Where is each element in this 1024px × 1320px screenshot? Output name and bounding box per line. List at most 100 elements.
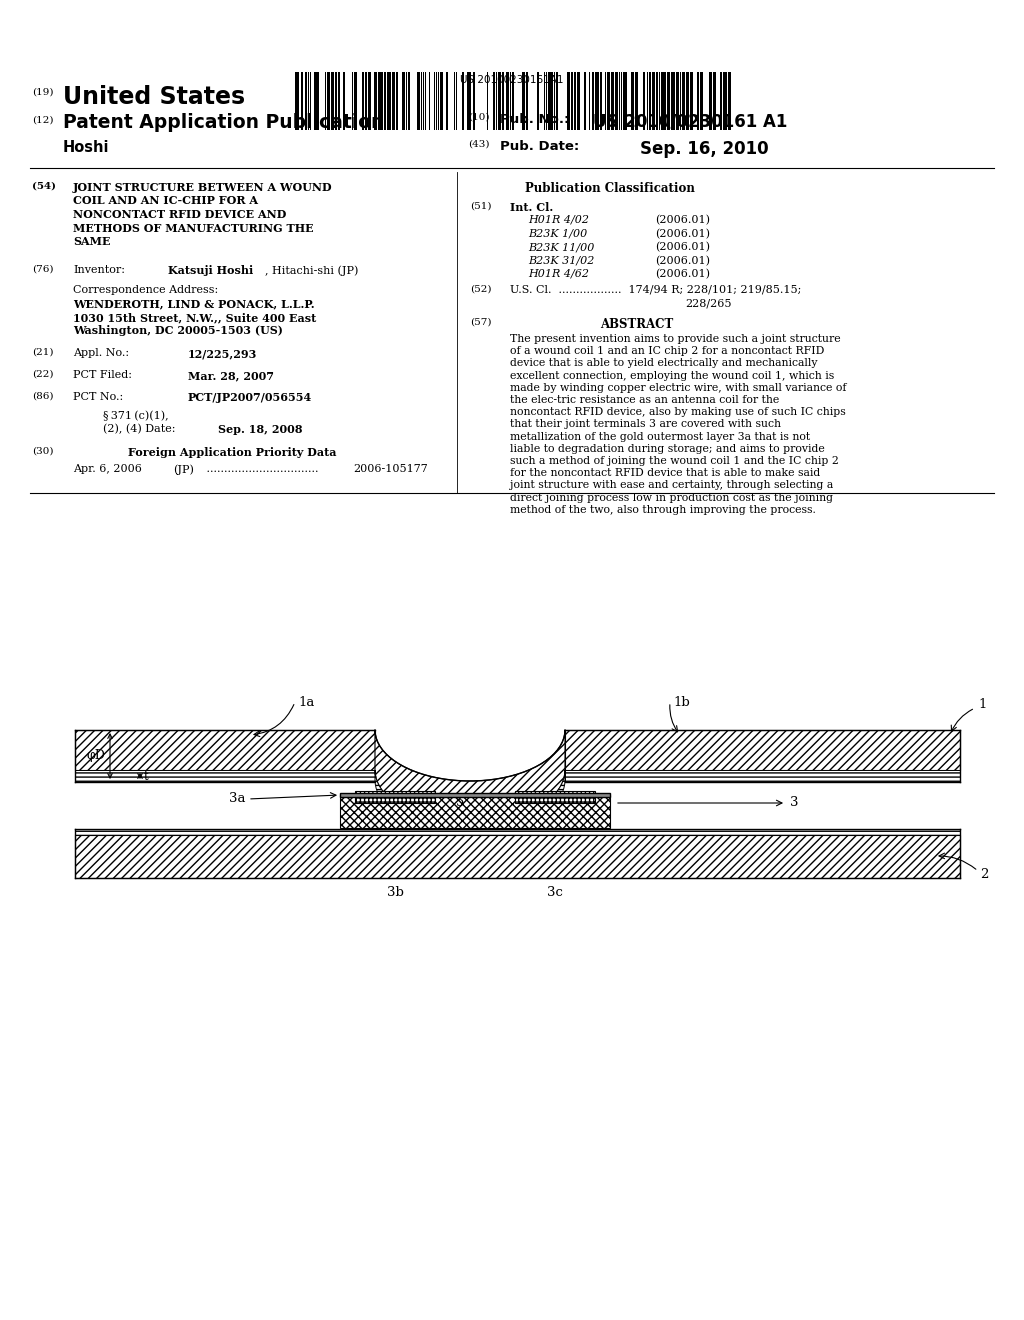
Text: Pub. No.:: Pub. No.: — [500, 114, 569, 125]
Bar — [387, 73, 389, 129]
Text: metallization of the gold outermost layer 3a that is not: metallization of the gold outermost laye… — [510, 432, 810, 442]
Text: (54): (54) — [32, 182, 56, 191]
Bar — [687, 73, 689, 129]
Bar — [512, 73, 514, 129]
Text: ................................: ................................ — [203, 465, 318, 474]
Text: 5: 5 — [456, 796, 464, 808]
Bar — [408, 73, 410, 129]
Bar — [305, 73, 307, 129]
Bar — [403, 73, 406, 129]
Text: for the noncontact RFID device that is able to make said: for the noncontact RFID device that is a… — [510, 469, 820, 478]
Text: Int. Cl.: Int. Cl. — [510, 202, 553, 213]
Text: B23K 11/00: B23K 11/00 — [528, 242, 594, 252]
Bar — [607, 73, 610, 129]
Bar — [682, 73, 685, 129]
Text: (2006.01): (2006.01) — [655, 242, 710, 252]
Bar — [362, 73, 364, 129]
Bar — [643, 73, 645, 129]
Text: (19): (19) — [32, 88, 53, 96]
Bar — [577, 73, 580, 129]
Polygon shape — [565, 770, 961, 781]
Text: made by winding copper electric wire, with small variance of: made by winding copper electric wire, wi… — [510, 383, 847, 393]
Text: 1a: 1a — [298, 696, 314, 709]
Bar — [615, 73, 618, 129]
Text: H01R 4/02: H01R 4/02 — [528, 215, 589, 224]
Text: H01R 4/62: H01R 4/62 — [528, 269, 589, 279]
Text: (22): (22) — [32, 370, 53, 379]
Bar — [548, 73, 551, 129]
Text: of a wound coil 1 and an IC chip 2 for a noncontact RFID: of a wound coil 1 and an IC chip 2 for a… — [510, 346, 824, 356]
Bar — [314, 73, 317, 129]
Polygon shape — [565, 730, 961, 770]
Text: (21): (21) — [32, 348, 53, 356]
Bar — [380, 73, 383, 129]
Bar — [327, 73, 330, 129]
Text: United States: United States — [63, 84, 245, 110]
Bar — [584, 73, 586, 129]
Text: 2006-105177: 2006-105177 — [353, 465, 428, 474]
Text: § 371 (c)(1),: § 371 (c)(1), — [103, 411, 169, 421]
Bar — [653, 73, 655, 129]
Bar — [631, 73, 634, 129]
Bar — [595, 73, 598, 129]
Bar — [396, 73, 398, 129]
Text: (2006.01): (2006.01) — [655, 228, 710, 239]
Text: noncontact RFID device, also by making use of such IC chips: noncontact RFID device, also by making u… — [510, 407, 846, 417]
Text: (10): (10) — [468, 114, 489, 121]
Bar — [556, 73, 558, 129]
Bar — [389, 73, 391, 129]
Polygon shape — [75, 770, 375, 781]
Polygon shape — [355, 791, 435, 803]
Text: method of the two, also through improving the process.: method of the two, also through improvin… — [510, 504, 816, 515]
Text: Hoshi: Hoshi — [63, 140, 110, 154]
Bar — [649, 73, 651, 129]
Bar — [335, 73, 337, 129]
Text: Patent Application Publication: Patent Application Publication — [63, 114, 384, 132]
Text: PCT/JP2007/056554: PCT/JP2007/056554 — [188, 392, 312, 403]
Text: (2006.01): (2006.01) — [655, 256, 710, 265]
Text: B23K 31/02: B23K 31/02 — [528, 256, 594, 265]
Bar — [526, 73, 528, 129]
Text: (2006.01): (2006.01) — [655, 269, 710, 280]
Text: Inventor:: Inventor: — [73, 265, 125, 275]
Polygon shape — [340, 793, 610, 797]
Bar — [567, 73, 570, 129]
Text: COIL AND AN IC-CHIP FOR A: COIL AND AN IC-CHIP FOR A — [73, 195, 258, 206]
Bar — [331, 73, 334, 129]
Text: METHODS OF MANUFACTURING THE: METHODS OF MANUFACTURING THE — [73, 223, 313, 234]
Bar — [635, 73, 638, 129]
Bar — [317, 73, 319, 129]
Text: B23K 1/00: B23K 1/00 — [528, 228, 587, 239]
Bar — [384, 73, 386, 129]
Bar — [592, 73, 594, 129]
Polygon shape — [75, 730, 375, 770]
Text: WENDEROTH, LIND & PONACK, L.L.P.: WENDEROTH, LIND & PONACK, L.L.P. — [73, 298, 314, 309]
Text: excellent connection, employing the wound coil 1, which is: excellent connection, employing the woun… — [510, 371, 835, 380]
Bar — [368, 73, 371, 129]
Text: 2: 2 — [980, 867, 988, 880]
Text: (51): (51) — [470, 202, 492, 211]
Text: 3: 3 — [790, 796, 799, 809]
Bar — [551, 73, 553, 129]
Bar — [571, 73, 573, 129]
Polygon shape — [75, 836, 961, 878]
Bar — [374, 73, 377, 129]
Bar — [723, 73, 725, 129]
Text: (30): (30) — [32, 447, 53, 455]
Text: (57): (57) — [470, 318, 492, 327]
Bar — [462, 73, 464, 129]
Text: that their joint terminals 3 are covered with such: that their joint terminals 3 are covered… — [510, 420, 781, 429]
Bar — [725, 73, 727, 129]
Bar — [624, 73, 627, 129]
Bar — [720, 73, 722, 129]
Text: 1030 15th Street, N.W.,, Suite 400 East: 1030 15th Street, N.W.,, Suite 400 East — [73, 312, 316, 323]
Bar — [709, 73, 711, 129]
Text: Apr. 6, 2006: Apr. 6, 2006 — [73, 465, 142, 474]
Text: (52): (52) — [470, 285, 492, 294]
Text: Foreign Application Priority Data: Foreign Application Priority Data — [128, 447, 337, 458]
Bar — [502, 73, 504, 129]
Text: ABSTRACT: ABSTRACT — [600, 318, 673, 331]
Bar — [676, 73, 679, 129]
Bar — [365, 73, 367, 129]
Polygon shape — [340, 795, 610, 828]
